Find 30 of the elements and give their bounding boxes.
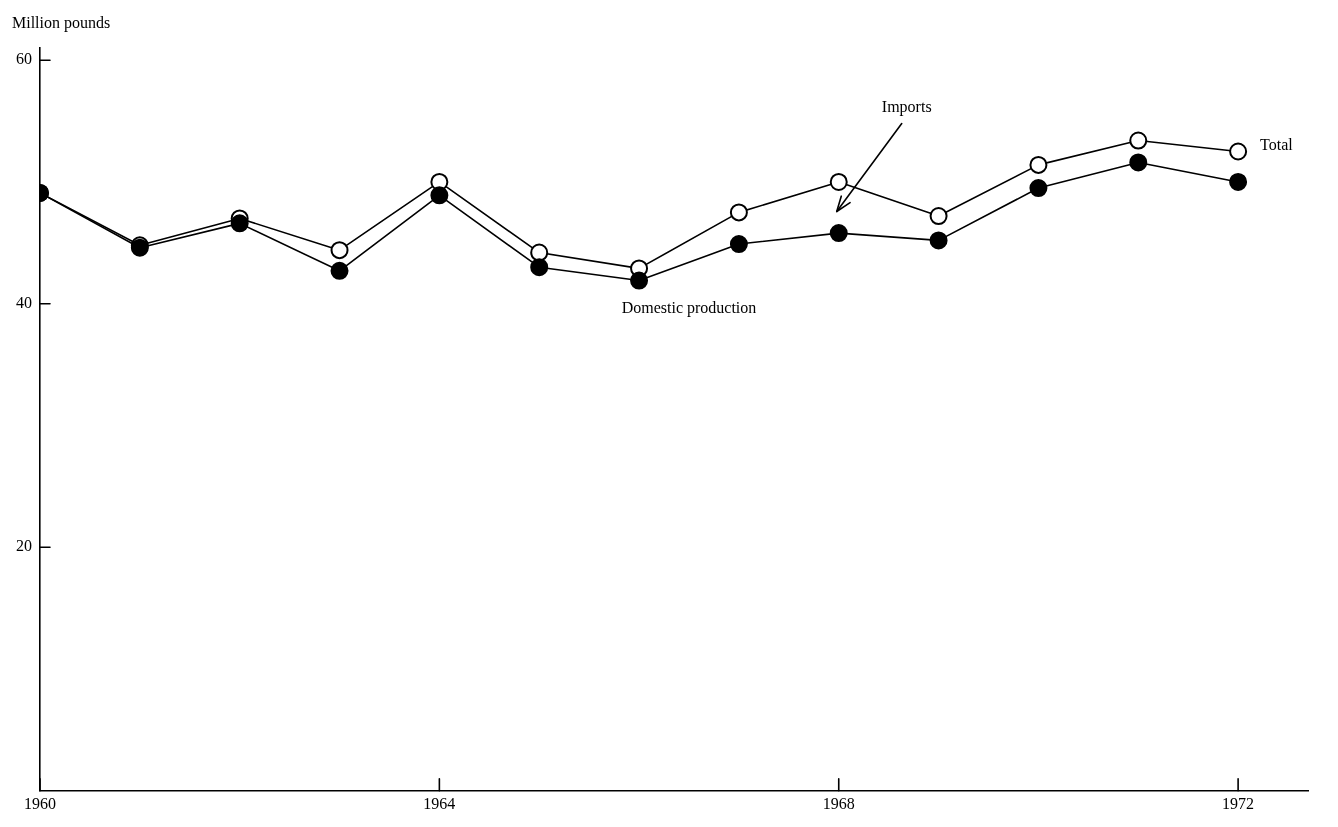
point (1129, 153, 1148, 172)
y-tick-label: 40 (16, 293, 32, 311)
point (330, 241, 349, 260)
point (530, 258, 549, 277)
point (330, 261, 349, 280)
annotation: Imports (881, 97, 932, 116)
point (829, 172, 848, 191)
x-tick-label: 1964 (423, 794, 456, 812)
y-axis-title: Million pounds (12, 14, 111, 32)
x-tick-label: 1960 (24, 794, 56, 812)
point (1029, 155, 1048, 174)
point (1129, 131, 1148, 150)
point (1229, 172, 1248, 191)
y-tick-label: 60 (16, 50, 32, 68)
series-label: Total (1260, 135, 1294, 153)
x-tick-label: 1968 (822, 794, 855, 812)
point (230, 214, 249, 233)
x-tick-label: 1972 (1222, 794, 1255, 812)
point (929, 207, 948, 226)
point (829, 224, 848, 243)
point (430, 186, 449, 205)
y-tick-label: 20 (16, 537, 32, 555)
point (729, 235, 748, 254)
point (929, 231, 948, 250)
point (1029, 179, 1048, 198)
point (630, 271, 649, 290)
point (1229, 142, 1248, 161)
point (530, 243, 549, 262)
series-label: Domestic production (621, 298, 757, 317)
point (729, 203, 748, 222)
